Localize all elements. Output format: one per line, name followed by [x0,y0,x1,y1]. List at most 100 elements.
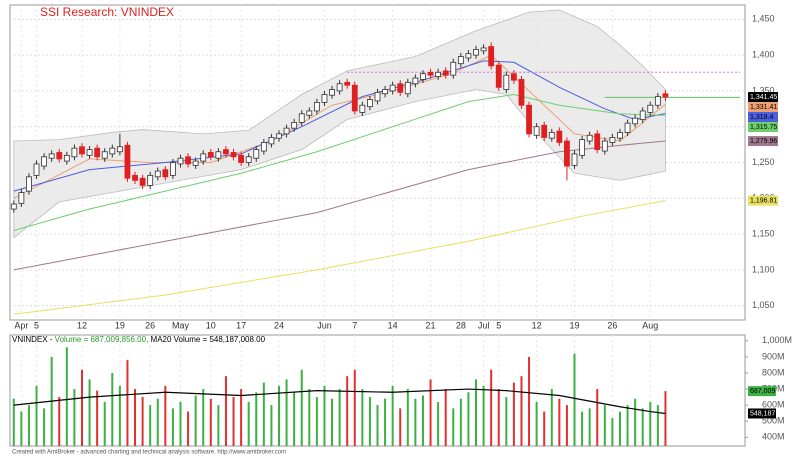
volume-bar [459,398,462,446]
candle-body [207,152,214,158]
candle-body [124,144,131,179]
candle-body [10,203,17,210]
volume-bar [376,405,379,446]
volume-bar [512,382,515,446]
plot-layer: 1,0501,1001,1501,2001,2501,3001,3501,400… [10,5,792,446]
candle-body [109,147,116,155]
volume-bar [581,411,584,446]
candle-body [571,153,578,166]
candle-body [518,79,525,106]
value-tag [748,195,778,206]
candle-body [215,151,222,159]
volume-bar [505,397,508,446]
y2-tick-label: 800M [762,367,785,377]
candle-body [116,146,123,153]
candle-body [139,177,146,186]
volume-bar [338,389,341,446]
candle-body [245,156,252,163]
candle-body [488,46,495,67]
volume-bar [429,379,432,446]
x-tick-label: 5 [496,320,501,330]
x-tick-label: Jun [317,320,332,330]
candle-body [480,47,487,52]
moving-average [13,200,666,315]
value-tag [748,102,778,113]
x-tick-label: 21 [426,320,436,330]
value-tag-label: 687,009 [750,388,775,395]
value-tag [748,112,778,123]
x-tick-label: Jul [478,320,490,330]
volume-bar [217,405,220,446]
candle-body [427,71,434,76]
candle-body [276,133,282,139]
volume-bar [368,397,371,446]
candle-body [533,126,540,136]
candle-body [260,142,267,152]
x-tick-label: 26 [145,320,155,330]
candle-body [283,127,290,135]
volume-bar [65,347,68,446]
x-tick-label: 12 [532,320,542,330]
volume-bar [414,398,417,446]
volume-bar [240,389,243,446]
candle-body [336,83,343,92]
candle-body [41,156,47,167]
volume-bar [285,379,288,446]
header-part: MA20 Volume = 548,187,008.00 [151,335,266,344]
volume-bar [35,385,38,446]
candle-body [306,110,313,116]
candle-body [162,169,169,178]
x-tick-label: 7 [352,320,357,330]
candle-body [192,160,199,166]
candle-body [170,162,176,176]
candle-body [253,149,260,159]
candle-body [344,81,351,86]
candle-body [397,83,404,93]
y-tick-label: 1,150 [752,228,775,238]
volume-bar [406,389,409,446]
y-tick-label: 1,450 [752,14,775,24]
candle-body [33,163,40,176]
volume-bar [43,408,46,446]
candle-body [48,153,55,159]
volume-bar [209,398,212,446]
x-tick-label: 19 [570,320,580,330]
volume-bar [315,397,318,446]
x-tick-label: 17 [236,320,246,330]
candle-body [94,147,101,158]
footer: Created with AmiBroker - advanced charti… [12,450,286,456]
candle-body [298,113,305,123]
volume-bar [300,369,303,446]
candle-body [503,74,510,90]
candle-body [442,70,449,76]
candle-body [495,64,502,88]
candle-body [382,89,388,95]
y2-tick-label: 600M [762,400,785,410]
volume-bar [111,372,114,446]
volume-bar [467,392,470,446]
candle-body [594,133,601,151]
volume-bar [20,411,23,446]
x-tick-label: Aug [642,320,658,330]
value-tag [748,136,778,147]
volume-bar [641,408,644,446]
y2-tick-label: 1,000M [762,335,792,345]
volume-bar [232,397,235,446]
value-tag-label: 548,187 [750,410,775,417]
y-tick-label: 1,400 [752,49,775,59]
volume-bar [12,398,15,446]
candle-body [18,192,25,204]
candle-body [147,174,154,186]
volume-bar [391,385,394,446]
volume-bar [73,389,76,446]
candle-body [351,84,358,112]
volume-bar [156,398,159,446]
candle-body [457,56,464,65]
candle-body [662,93,669,98]
header-part: Volume = 687,009,856.00, [55,335,151,344]
volume-bar [550,389,553,446]
value-tag-label: 1,318.4 [750,114,773,121]
moving-average [13,140,666,271]
volume-bar [399,408,402,446]
candle-body [647,104,654,113]
